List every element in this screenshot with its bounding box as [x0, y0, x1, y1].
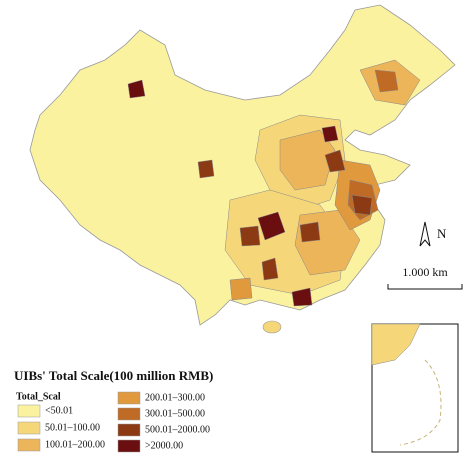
region — [291, 287, 313, 307]
china-map — [29, 4, 456, 334]
legend-label: 500.01–2000.00 — [145, 424, 210, 435]
region — [279, 129, 336, 191]
legend-swatch — [117, 423, 141, 437]
legend-label: <50.01 — [45, 405, 73, 416]
region — [321, 125, 339, 143]
inset-land — [371, 323, 421, 366]
country — [29, 4, 456, 326]
legend-swatch — [117, 439, 141, 453]
region — [374, 69, 399, 93]
region — [351, 194, 373, 216]
legend-title: UIBs' Total Scale(100 million RMB) — [14, 368, 213, 383]
region — [261, 257, 279, 281]
region — [299, 221, 321, 243]
region — [239, 225, 261, 247]
scale-label: 1.000 km — [402, 265, 448, 279]
legend-label: >2000.00 — [145, 440, 183, 451]
legend-label: 200.01–300.00 — [145, 392, 205, 403]
legend: <50.01 50.01–100.00 100.01–200.00 200.01–30… — [17, 391, 210, 453]
legend-label: 300.01–500.00 — [145, 408, 205, 419]
arrow — [419, 221, 431, 247]
legend-swatch — [17, 438, 41, 452]
legend-subtitle: Total_Scal — [16, 391, 61, 402]
boundary — [399, 359, 442, 446]
legend-swatch — [17, 404, 41, 418]
legend-swatch — [17, 421, 41, 435]
region — [197, 159, 215, 179]
legend-label: 50.01–100.00 — [45, 422, 100, 433]
island — [262, 320, 282, 334]
north-label: N — [437, 226, 447, 241]
region — [324, 149, 346, 173]
region — [257, 211, 286, 241]
legend-label: 100.01–200.00 — [45, 439, 105, 450]
legend-swatch — [117, 407, 141, 421]
scale-bar — [387, 284, 463, 290]
legend-swatch — [117, 391, 141, 405]
region — [127, 79, 146, 99]
north-arrow: N — [419, 221, 447, 247]
region — [229, 277, 253, 301]
